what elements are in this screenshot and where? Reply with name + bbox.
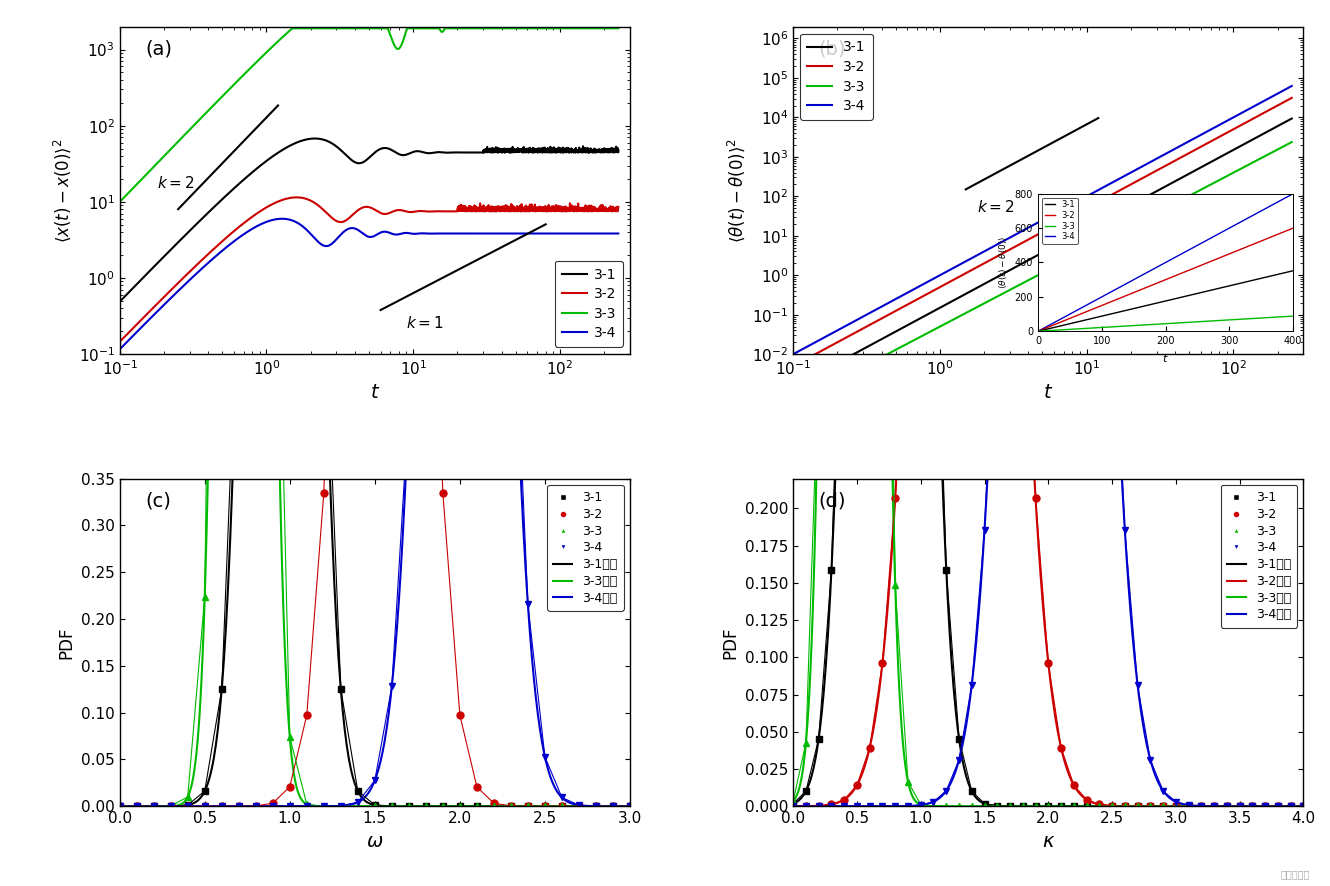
3-1 <box>785 381 801 392</box>
3-3 <box>785 398 801 408</box>
Line: 3-2: 3-2 <box>793 97 1291 366</box>
Legend: 3-1, 3-2, 3-3, 3-4, 3-1拟合, 3-2拟合, 3-3拟合, 3-4拟合: 3-1, 3-2, 3-3, 3-4, 3-1拟合, 3-2拟合, 3-3拟合,… <box>1221 485 1297 627</box>
3-2 <box>1283 92 1299 103</box>
3-2 <box>999 246 1015 257</box>
3-4 <box>595 229 610 239</box>
3-2 <box>595 206 610 216</box>
3-4 <box>1244 102 1260 113</box>
3-4 <box>274 214 290 224</box>
3-1 <box>112 296 128 307</box>
3-3 <box>326 23 342 34</box>
3-4 <box>1148 154 1164 165</box>
3-1 <box>307 133 323 144</box>
3-1 <box>322 136 338 147</box>
3-3 <box>999 286 1015 297</box>
3-3 <box>1269 144 1285 155</box>
Text: $k=2$: $k=2$ <box>157 175 194 191</box>
Line: 3-4: 3-4 <box>120 219 618 349</box>
3-1 <box>1269 121 1285 132</box>
X-axis label: $t$: $t$ <box>370 384 380 402</box>
Y-axis label: $\langle \theta(t)-\theta(0)\rangle^2$: $\langle \theta(t)-\theta(0)\rangle^2$ <box>725 138 746 243</box>
3-1 <box>999 267 1015 277</box>
3-3 <box>610 23 626 34</box>
Legend: 3-1, 3-2, 3-3, 3-4, 3-1拟合, 3-3拟合, 3-4拟合: 3-1, 3-2, 3-3, 3-4, 3-1拟合, 3-3拟合, 3-4拟合 <box>547 485 624 611</box>
X-axis label: $t$: $t$ <box>1043 384 1053 402</box>
3-4 <box>112 344 128 354</box>
3-1 <box>995 268 1011 279</box>
3-4 <box>571 229 587 239</box>
3-2 <box>112 337 128 347</box>
Text: $k=2$: $k=2$ <box>978 199 1015 215</box>
3-3 <box>112 197 128 207</box>
3-4 <box>1283 81 1299 91</box>
3-2 <box>785 361 801 371</box>
3-3 <box>1021 274 1037 284</box>
Line: 3-4: 3-4 <box>793 86 1291 354</box>
3-4 <box>995 237 1011 247</box>
3-4 <box>348 224 364 235</box>
3-3 <box>473 23 489 34</box>
Text: (b): (b) <box>819 40 846 58</box>
Text: (a): (a) <box>145 40 172 58</box>
3-1 <box>1148 187 1164 198</box>
3-2 <box>1148 166 1164 176</box>
Y-axis label: PDF: PDF <box>57 626 76 658</box>
3-3 <box>322 23 338 34</box>
3-3 <box>348 23 364 34</box>
Line: 3-1: 3-1 <box>120 138 618 301</box>
Text: 自动码链接: 自动码链接 <box>1281 869 1310 879</box>
3-4 <box>326 237 342 248</box>
3-4 <box>999 234 1015 245</box>
3-2 <box>322 210 338 221</box>
3-2 <box>1244 114 1260 125</box>
3-2 <box>610 202 626 213</box>
3-4 <box>322 240 338 251</box>
Y-axis label: $\langle x(t)-x(0)\rangle^2$: $\langle x(t)-x(0)\rangle^2$ <box>52 138 73 243</box>
3-4 <box>1269 89 1285 99</box>
Legend: 3-1, 3-2, 3-3, 3-4: 3-1, 3-2, 3-3, 3-4 <box>555 260 622 347</box>
3-1 <box>348 158 364 168</box>
Line: 3-3: 3-3 <box>793 142 1291 403</box>
3-2 <box>1269 101 1285 112</box>
Line: 3-3: 3-3 <box>120 28 618 202</box>
Text: (c): (c) <box>145 492 172 510</box>
Line: 3-2: 3-2 <box>120 198 618 342</box>
3-4 <box>1021 222 1037 232</box>
3-3 <box>1148 208 1164 219</box>
3-3 <box>285 23 301 34</box>
3-2 <box>348 206 364 216</box>
3-2 <box>326 214 342 224</box>
Y-axis label: PDF: PDF <box>721 626 739 658</box>
X-axis label: $\kappa$: $\kappa$ <box>1041 832 1055 851</box>
3-1 <box>595 147 610 158</box>
3-1 <box>1244 135 1260 145</box>
3-3 <box>1244 158 1260 168</box>
Line: 3-1: 3-1 <box>793 119 1291 386</box>
3-1 <box>1021 254 1037 265</box>
3-2 <box>289 192 305 203</box>
3-1 <box>1283 113 1299 124</box>
3-3 <box>995 288 1011 299</box>
3-3 <box>571 23 587 34</box>
3-2 <box>995 248 1011 259</box>
3-1 <box>610 146 626 157</box>
3-2 <box>1021 233 1037 244</box>
3-2 <box>473 203 489 214</box>
3-1 <box>571 144 587 155</box>
Text: (d): (d) <box>819 492 846 510</box>
Text: $k=1$: $k=1$ <box>407 315 444 331</box>
Legend: 3-1, 3-2, 3-3, 3-4: 3-1, 3-2, 3-3, 3-4 <box>801 34 872 120</box>
3-4 <box>785 349 801 360</box>
3-1 <box>326 139 342 150</box>
3-4 <box>610 229 626 239</box>
3-3 <box>595 23 610 34</box>
3-2 <box>571 205 587 215</box>
X-axis label: $\omega$: $\omega$ <box>366 832 383 851</box>
3-1 <box>473 147 489 158</box>
3-3 <box>1283 136 1299 147</box>
3-4 <box>473 229 489 239</box>
